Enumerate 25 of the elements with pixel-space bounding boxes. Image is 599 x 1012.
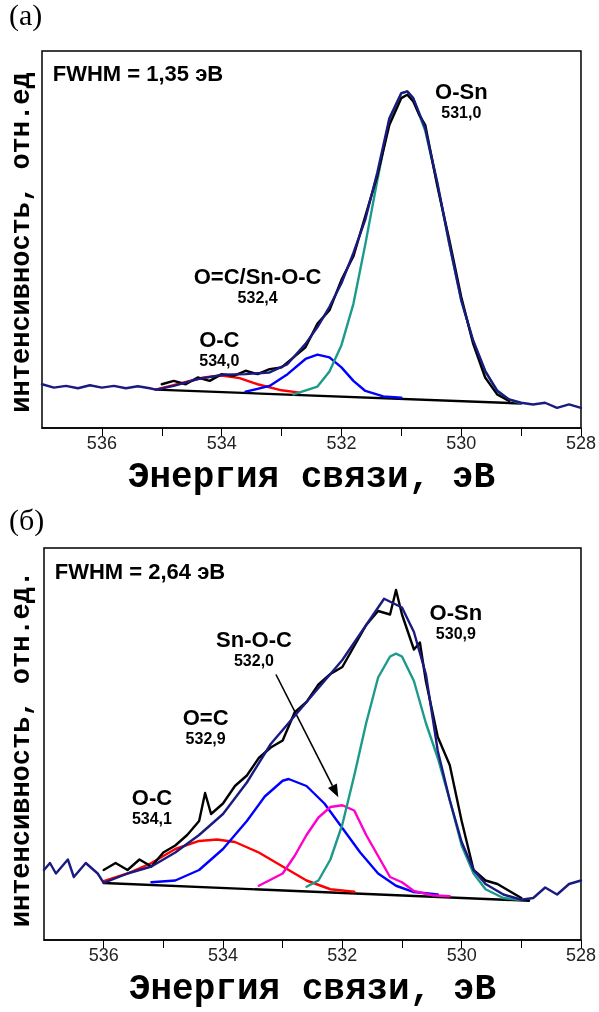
annotation: O=C/Sn-O-C 532,4 <box>193 264 322 307</box>
x-tick-label: 534 <box>206 433 237 453</box>
annotation: O-C 534,0 <box>199 327 240 370</box>
y-axis-title: интенсивность, отн.ед. <box>7 570 37 928</box>
text: FWHM = 1,35 эВ <box>52 60 224 86</box>
x-tick-label: 528 <box>565 433 597 453</box>
x-tick-label: 528 <box>565 945 597 965</box>
x-axis-title: Энергия связи, эВ <box>127 456 496 498</box>
chart-title: (a) <box>9 0 43 32</box>
annotation: O-C 534,1 <box>131 784 173 827</box>
x-tick-label: 534 <box>207 945 239 965</box>
x-tick-label: 536 <box>88 945 119 965</box>
x-axis-title: Энергия связи, эВ <box>128 968 497 1010</box>
annotation: O-Sn 531,0 <box>435 79 488 122</box>
y-axis-title: интенсивность, отн.ед <box>7 72 37 413</box>
annotation: Sn-O-C 532,0 <box>216 627 292 669</box>
chart-title: (б) <box>9 502 45 537</box>
x-tick-label: 532 <box>327 945 358 965</box>
annotation: O-Sn 530,9 <box>429 600 483 643</box>
text: FWHM = 2,64 эВ <box>54 558 226 584</box>
x-tick-label: 536 <box>86 433 117 453</box>
x-tick-label: 530 <box>446 945 477 965</box>
x-tick-label: 530 <box>446 433 477 453</box>
x-tick-label: 532 <box>326 433 357 453</box>
annotation: O=C 532,9 <box>182 705 229 748</box>
